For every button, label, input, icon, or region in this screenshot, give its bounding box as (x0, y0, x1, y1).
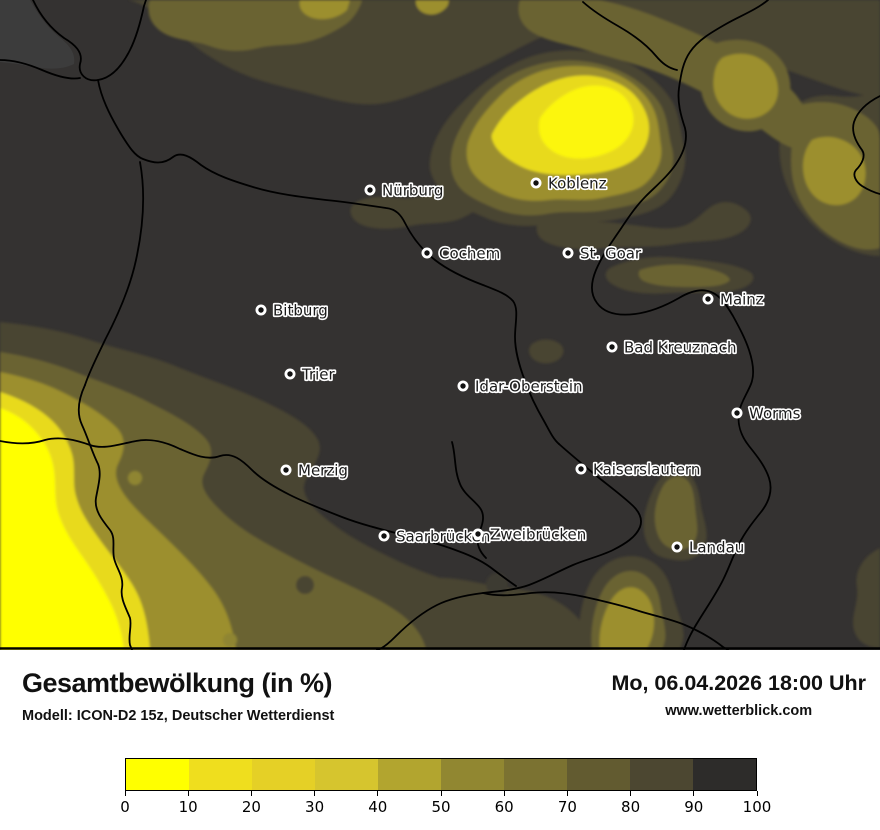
legend-tick (187, 791, 189, 796)
city-idar-oberstein: Idar-Oberstein (457, 376, 584, 397)
city-label: Zweibrücken (490, 526, 586, 544)
legend-tick-label: 0 (120, 798, 130, 816)
city-n-rburg: Nürburg (364, 180, 445, 201)
city-st-goar: St. Goar (562, 243, 644, 264)
legend-tick-label: 10 (178, 798, 198, 816)
city-label: Cochem (439, 245, 500, 263)
forecast-datetime: Mo, 06.04.2026 18:00 Uhr (611, 671, 866, 695)
city-label: Mainz (720, 291, 764, 309)
legend-segment-0 (126, 759, 189, 790)
legend-tick-label: 90 (684, 798, 704, 816)
legend-tick (503, 791, 505, 796)
city-marker-dot (734, 410, 740, 416)
city-marker-dot (258, 307, 264, 313)
legend-segment-8 (630, 759, 693, 790)
city-worms: Worms (731, 403, 802, 424)
city-marker-dot (674, 544, 680, 550)
city-marker-dot (705, 296, 711, 302)
legend-tick-labels: 0 10 20 30 40 50 60 70 80 90 100 (120, 798, 771, 818)
footer: Gesamtbewölkung (in %) Modell: ICON-D2 1… (0, 650, 880, 830)
legend-tick-label: 70 (557, 798, 577, 816)
city-mainz: Mainz (702, 289, 765, 310)
legend-tick (566, 791, 568, 796)
legend-tick-label: 100 (742, 798, 772, 816)
city-bad-kreuznach: Bad Kreuznach (606, 337, 738, 358)
city-label: Merzig (298, 462, 348, 480)
legend-tick (314, 791, 316, 796)
legend-segment-1 (189, 759, 252, 790)
city-merzig: Merzig (280, 460, 350, 481)
legend-tick-label: 50 (431, 798, 451, 816)
legend-segment-9 (693, 759, 756, 790)
cloud-cover-map: Nürburg Koblenz Cochem St. Goar Bitburg Mainz… (0, 0, 880, 650)
legend-tick (693, 791, 695, 796)
page-title: Gesamtbewölkung (in %) (22, 668, 333, 698)
legend-segment-6 (504, 759, 567, 790)
legend-tick (250, 791, 252, 796)
city-label: Saarbrücken (396, 528, 490, 546)
city-label: St. Goar (580, 245, 642, 263)
legend-tick-label: 40 (368, 798, 388, 816)
city-marker-dot (578, 466, 584, 472)
region-nw-shade (0, 0, 75, 69)
legend-tick-label: 30 (305, 798, 325, 816)
city-label: Nürburg (382, 182, 443, 200)
city-label: Koblenz (548, 175, 607, 193)
cloud-shading (0, 0, 880, 650)
legend-tick (124, 791, 126, 796)
legend-tick (440, 791, 442, 796)
city-markers: Nürburg Koblenz Cochem St. Goar Bitburg Mainz… (255, 173, 802, 558)
city-koblenz: Koblenz (530, 173, 608, 194)
city-cochem: Cochem (421, 243, 502, 264)
city-marker-dot (381, 533, 387, 539)
city-label: Trier (301, 366, 336, 384)
model-info: Modell: ICON-D2 15z, Deutscher Wetterdie… (22, 708, 335, 724)
city-trier: Trier (284, 364, 337, 385)
legend-tick (756, 791, 758, 796)
city-label: Landau (689, 539, 744, 557)
city-marker-dot (460, 383, 466, 389)
legend-tick-label: 20 (241, 798, 261, 816)
country-borders (0, 0, 880, 650)
legend-tick-label: 80 (621, 798, 641, 816)
city-marker-dot (609, 344, 615, 350)
legend-tick-marks (124, 791, 758, 796)
city-marker-dot (533, 180, 539, 186)
legend-segment-2 (252, 759, 315, 790)
city-zweibr-cken: Zweibrücken (472, 524, 588, 545)
city-saarbr-cken: Saarbrücken (378, 526, 492, 547)
legend-tick (630, 791, 632, 796)
city-label: Kaiserslautern (593, 461, 700, 479)
city-marker-dot (367, 187, 373, 193)
legend-segment-3 (315, 759, 378, 790)
city-label: Bitburg (273, 302, 328, 320)
datetime-block: Mo, 06.04.2026 18:00 Uhr www.wetterblick… (611, 671, 866, 719)
city-bitburg: Bitburg (255, 300, 329, 321)
legend-tick-label: 60 (494, 798, 514, 816)
city-marker-dot (475, 531, 481, 537)
legend-segment-5 (441, 759, 504, 790)
legend-segment-7 (567, 759, 630, 790)
city-label: Bad Kreuznach (624, 339, 737, 357)
city-label: Worms (749, 405, 801, 423)
city-marker-dot (424, 250, 430, 256)
map-canvas: Nürburg Koblenz Cochem St. Goar Bitburg Mainz… (0, 0, 880, 650)
city-landau: Landau (671, 537, 746, 558)
city-marker-dot (283, 467, 289, 473)
legend-colorbar (125, 758, 757, 791)
legend-tick (377, 791, 379, 796)
legend-segment-4 (378, 759, 441, 790)
city-marker-dot (565, 250, 571, 256)
website-url: www.wetterblick.com (665, 703, 813, 719)
city-marker-dot (287, 371, 293, 377)
city-kaiserslautern: Kaiserslautern (575, 459, 702, 480)
city-label: Idar-Oberstein (475, 378, 583, 396)
